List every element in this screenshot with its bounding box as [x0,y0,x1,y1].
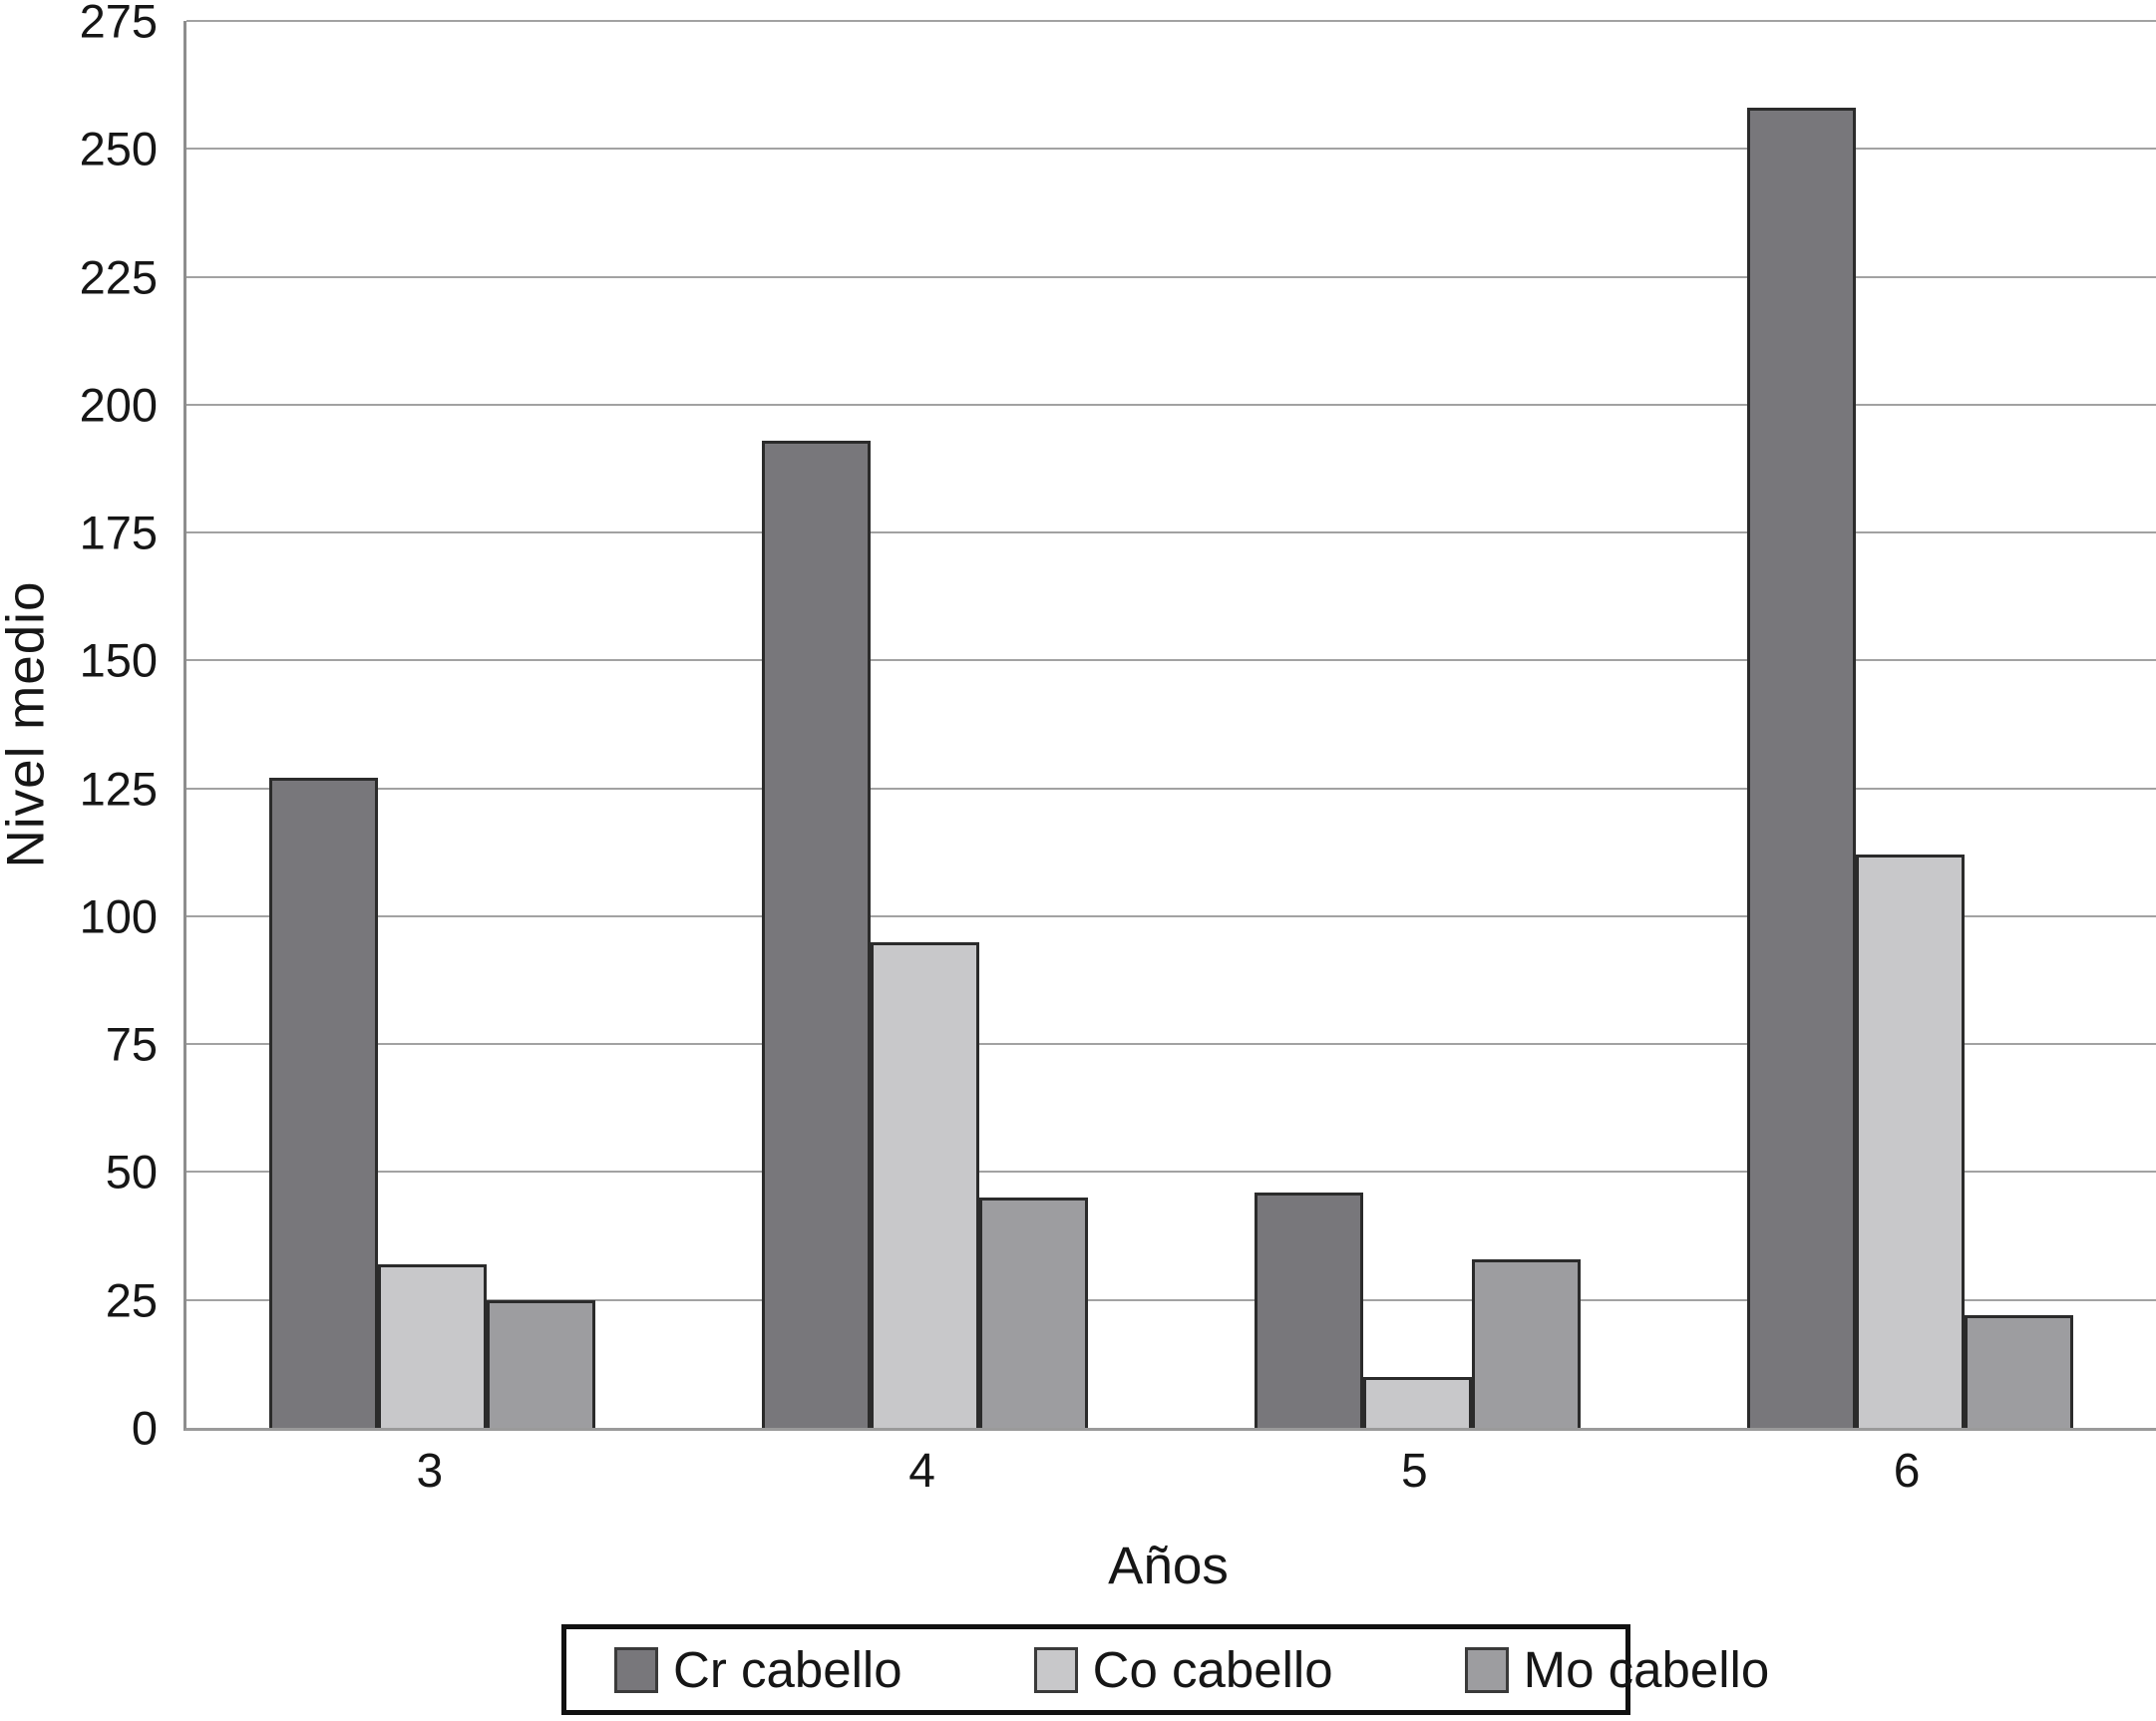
gridline [186,787,2156,790]
gridline [186,531,2156,534]
bar-mo-cabello-5 [1471,1258,1581,1428]
bar-cr-cabello-4 [762,440,872,1428]
y-tick-label: 25 [105,1273,158,1327]
bar-co-cabello-5 [1362,1376,1472,1428]
bar-mo-cabello-6 [1964,1315,2073,1428]
x-tick-label: 6 [1893,1445,1921,1498]
y-tick-label: 250 [79,122,158,175]
gridline [186,148,2156,151]
legend-label: Cr cabello [673,1641,902,1698]
bar-group-6 [1663,21,2156,1428]
x-tick-label: 4 [908,1445,935,1498]
y-axis-ticks: 0 25 50 75 100 125 150 175 200 225 250 275 [0,0,158,1452]
legend-label: Co cabello [1092,1641,1333,1698]
legend-label: Mo cabello [1523,1641,1770,1698]
y-tick-label: 275 [79,0,158,48]
legend: Cr cabello Co cabello Mo cabello [561,1624,1769,1715]
bar-group-3 [186,21,679,1428]
bar-co-cabello-6 [1855,855,1965,1428]
bar-group-5 [1172,21,1664,1428]
bar-mo-cabello-3 [487,1299,596,1428]
gridline [186,20,2156,22]
y-tick-label: 75 [105,1017,158,1071]
legend-swatch-icon [614,1646,658,1693]
bar-co-cabello-4 [871,941,980,1428]
bar-cr-cabello-5 [1254,1192,1363,1428]
bar-cr-cabello-3 [269,778,379,1428]
y-tick-label: 225 [79,250,158,304]
x-tick-label: 5 [1401,1445,1428,1498]
gridline [186,1171,2156,1174]
legend-swatch-icon [1464,1646,1509,1693]
legend-item-cr-cabello: Cr cabello [614,1640,902,1699]
x-tick-label: 3 [416,1445,444,1498]
y-tick-label: 0 [131,1401,158,1455]
gridline [186,1043,2156,1046]
bar-cr-cabello-6 [1746,108,1856,1428]
bar-mo-cabello-4 [979,1198,1089,1428]
gridline [186,403,2156,406]
x-axis-ticks: 3 4 5 6 [183,1444,2153,1514]
y-tick-label: 200 [79,378,158,432]
bar-co-cabello-3 [378,1263,488,1428]
gridline [186,275,2156,278]
gridline [186,1298,2156,1301]
plot-area [183,20,2156,1431]
legend-item-mo-cabello: Mo cabello [1464,1640,1770,1699]
gridline [186,659,2156,662]
y-tick-label: 125 [79,762,158,816]
y-tick-label: 100 [79,889,158,943]
legend-item-co-cabello: Co cabello [1033,1640,1333,1699]
legend-swatch-icon [1033,1646,1078,1693]
bar-group-4 [679,21,1172,1428]
y-tick-label: 175 [79,506,158,559]
x-axis-title: Años [1108,1537,1229,1595]
y-tick-label: 150 [79,633,158,687]
y-tick-label: 50 [105,1145,158,1199]
gridline [186,914,2156,917]
